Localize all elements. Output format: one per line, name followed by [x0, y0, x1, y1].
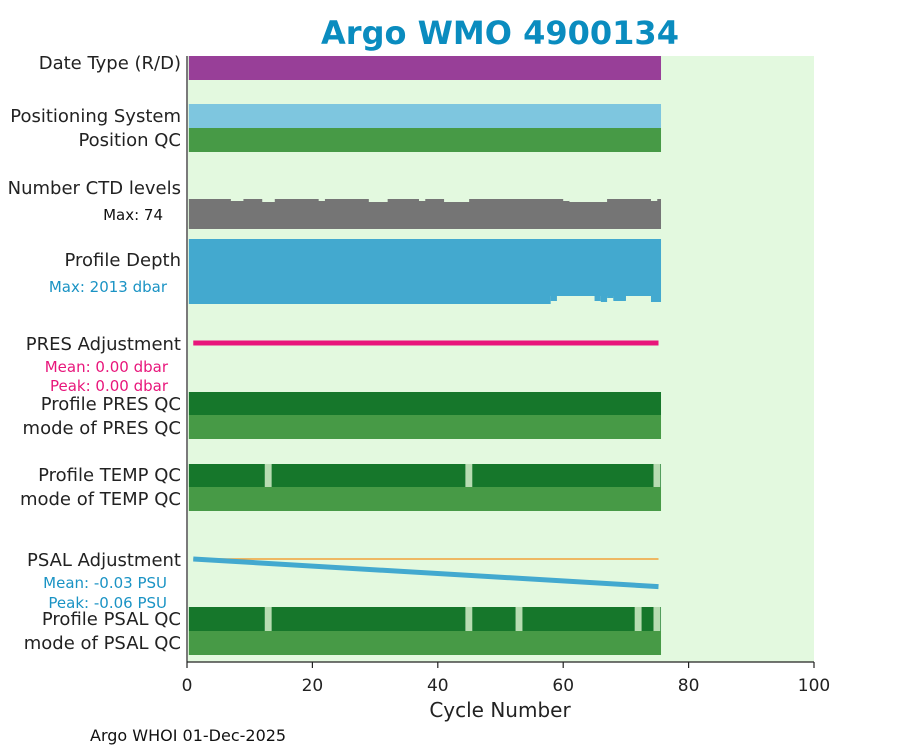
- row-labels: Date Type (R/D) Positioning System Positio…: [8, 53, 181, 654]
- profile-depth-max: Max: 2013 dbar: [49, 278, 168, 296]
- mode-of-psal-qc-bar: [188, 631, 662, 655]
- profile-depth-bar-lower: [600, 296, 608, 302]
- data-marks: [188, 56, 662, 655]
- ctd-levels-notch: [368, 199, 388, 202]
- date-type-r-d-bar: [188, 56, 662, 80]
- row-label-number-ctd-levels: Number CTD levels: [8, 178, 181, 199]
- x-tick-label: 0: [182, 676, 193, 696]
- profile-psal-qc-bar: [188, 607, 662, 631]
- row-label-mode-of-pres-qc: mode of PRES QC: [23, 418, 181, 439]
- profile-psal-qc-flag: [515, 607, 523, 631]
- profile-depth-bar-lower: [613, 296, 626, 300]
- row-label-profile-psal-qc: Profile PSAL QC: [42, 609, 181, 630]
- chart-title: Argo WMO 4900134: [321, 14, 679, 52]
- profile-temp-qc-flag: [465, 464, 473, 487]
- x-tick-label: 100: [798, 676, 830, 696]
- ctd-levels-notch: [318, 199, 325, 201]
- profile-psal-qc-flag: [465, 607, 473, 631]
- x-tick-label: 40: [427, 676, 449, 696]
- x-axis-label: Cycle Number: [429, 698, 571, 722]
- row-label-positioning-system: Positioning System: [10, 106, 181, 127]
- ctd-levels-max: Max: 74: [103, 206, 163, 224]
- ctd-levels-notch: [569, 199, 608, 202]
- mode-of-temp-qc-bar: [188, 487, 662, 511]
- row-label-date-type-r-d: Date Type (R/D): [39, 53, 181, 74]
- profile-temp-qc-flag: [653, 464, 661, 487]
- profile-psal-qc-flag: [634, 607, 642, 631]
- x-tick-label: 60: [552, 676, 574, 696]
- row-label-pres-adjustment: PRES Adjustment: [26, 334, 181, 355]
- row-label-psal-adjustment: PSAL Adjustment: [27, 550, 181, 571]
- profile-depth-bar-lower: [650, 296, 662, 302]
- profile-psal-qc-flag: [264, 607, 272, 631]
- profile-depth-step: [550, 296, 557, 301]
- psal-adjustment-line: [193, 556, 659, 590]
- profile-pres-qc-bar: [188, 392, 662, 415]
- ctd-levels-bar: [188, 199, 662, 229]
- row-label-profile-depth: Profile Depth: [64, 250, 181, 271]
- ctd-levels-notch: [444, 199, 470, 202]
- pres-adjustment-peak: Peak: 0.00 dbar: [50, 377, 169, 395]
- ctd-levels-notch: [262, 199, 275, 202]
- footer-caption: Argo WHOI 01-Dec-2025: [90, 726, 286, 745]
- profile-depth-step: [594, 296, 601, 301]
- x-ticks: 0 20 40 60 80 100: [182, 662, 830, 696]
- profile-depth-bar-lower: [188, 296, 551, 304]
- ctd-levels-notch: [230, 199, 244, 201]
- profile-temp-qc-flag: [264, 464, 272, 487]
- row-label-profile-pres-qc: Profile PRES QC: [41, 394, 181, 415]
- row-label-profile-temp-qc: Profile TEMP QC: [38, 465, 181, 486]
- plot-background: [188, 56, 814, 662]
- psal-adjustment-mean: Mean: -0.03 PSU: [43, 574, 167, 592]
- profile-temp-qc-bar: [188, 464, 662, 487]
- position-qc-bar: [188, 128, 662, 152]
- row-label-mode-of-psal-qc: mode of PSAL QC: [24, 633, 181, 654]
- x-tick-label: 20: [302, 676, 324, 696]
- pres-adjustment-mean: Mean: 0.00 dbar: [45, 358, 169, 376]
- row-label-position-qc: Position QC: [78, 130, 181, 151]
- row-label-mode-of-temp-qc: mode of TEMP QC: [20, 489, 181, 510]
- profile-psal-qc-flag: [653, 607, 661, 631]
- profile-depth-step: [607, 296, 614, 298]
- ctd-levels-notch: [650, 199, 658, 201]
- positioning-system-bar: [188, 104, 662, 128]
- mode-of-pres-qc-bar: [188, 415, 662, 439]
- ctd-levels-notch: [563, 199, 570, 201]
- psal-adjustment-peak: Peak: -0.06 PSU: [48, 594, 167, 612]
- ctd-levels-notch: [418, 199, 426, 201]
- profile-depth-bar: [188, 239, 662, 296]
- x-tick-label: 80: [678, 676, 700, 696]
